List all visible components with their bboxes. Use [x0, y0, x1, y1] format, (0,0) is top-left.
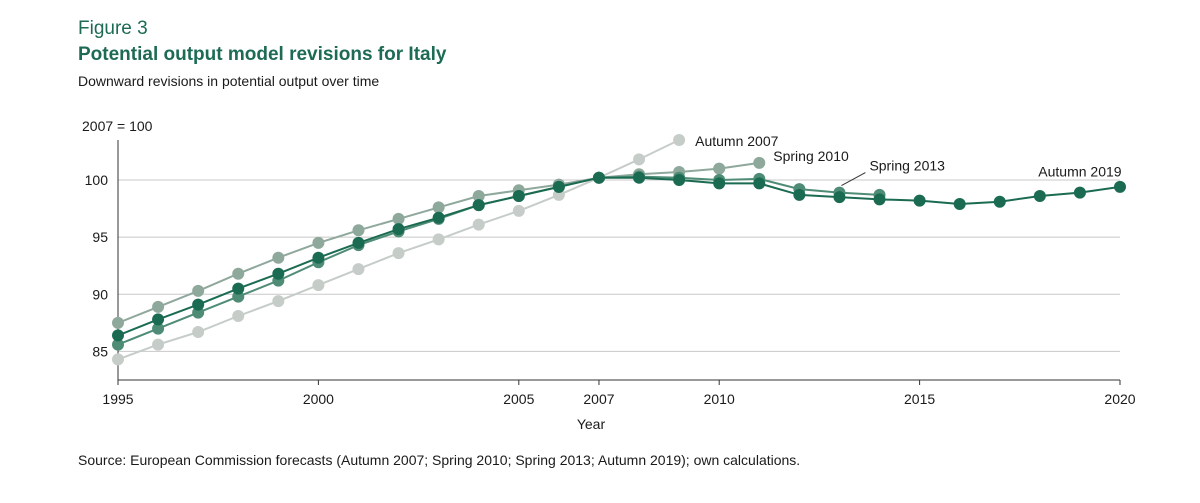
- series-label: Autumn 2007: [695, 133, 778, 149]
- data-point: [592, 171, 605, 184]
- data-point: [352, 236, 365, 249]
- chart-subtitle: Downward revisions in potential output o…: [78, 73, 380, 89]
- data-point: [112, 353, 124, 366]
- data-point: [232, 282, 245, 295]
- y-tick-label: 85: [92, 343, 108, 359]
- data-point: [112, 338, 124, 351]
- data-point: [633, 153, 646, 166]
- data-point: [873, 193, 886, 206]
- series-line: [117, 176, 1121, 337]
- data-point: [272, 267, 285, 280]
- source-note: Source: European Commission forecasts (A…: [78, 452, 801, 468]
- data-point: [232, 267, 245, 280]
- data-point: [833, 191, 846, 204]
- data-point: [312, 279, 325, 292]
- x-tick-label: 2020: [1104, 391, 1135, 407]
- data-point: [432, 211, 445, 224]
- data-point: [152, 313, 165, 326]
- data-point: [713, 162, 726, 175]
- data-point: [192, 326, 205, 338]
- data-point: [472, 199, 485, 212]
- data-point: [753, 177, 766, 190]
- data-point: [192, 298, 205, 311]
- data-point: [1073, 186, 1086, 199]
- data-point: [392, 212, 405, 225]
- data-point: [432, 201, 445, 214]
- data-point: [673, 134, 686, 146]
- data-point: [352, 263, 365, 276]
- series-label: Spring 2010: [773, 148, 849, 164]
- data-point: [152, 322, 165, 335]
- series-label-leader: [841, 172, 866, 187]
- data-point: [272, 295, 285, 308]
- x-tick-label: 1995: [102, 391, 133, 407]
- data-point: [112, 329, 124, 342]
- data-point: [432, 233, 445, 246]
- data-point: [633, 171, 646, 184]
- data-point: [352, 224, 365, 237]
- data-point: [392, 223, 405, 236]
- data-point: [232, 310, 245, 322]
- data-point: [312, 236, 325, 249]
- x-tick-label: 2000: [303, 391, 334, 407]
- data-point: [192, 284, 205, 297]
- data-point: [1114, 180, 1126, 193]
- data-point: [673, 174, 686, 186]
- data-point: [112, 316, 124, 329]
- x-tick-label: 2015: [904, 391, 935, 407]
- data-point: [753, 156, 766, 169]
- x-tick-label: 2005: [503, 391, 534, 407]
- data-point: [152, 338, 165, 351]
- data-point: [512, 190, 525, 202]
- data-point: [472, 190, 485, 202]
- series-label: Spring 2013: [869, 158, 945, 174]
- x-tick-label: 2007: [583, 391, 614, 407]
- data-point: [472, 218, 485, 231]
- data-point: [552, 180, 565, 193]
- data-point: [1033, 190, 1046, 202]
- data-point: [392, 247, 405, 260]
- data-point: [913, 194, 926, 207]
- y-axis-label: 2007 = 100: [82, 118, 153, 134]
- data-point: [953, 198, 966, 210]
- series-label: Autumn 2019: [1038, 164, 1121, 180]
- y-tick-label: 90: [92, 286, 108, 302]
- data-point: [713, 177, 726, 190]
- data-point: [793, 188, 806, 201]
- data-point: [993, 195, 1006, 208]
- chart-title: Potential output model revisions for Ita…: [78, 44, 447, 65]
- data-point: [272, 251, 285, 264]
- data-point: [152, 300, 165, 313]
- data-point: [512, 204, 525, 217]
- x-axis-label: Year: [577, 416, 606, 432]
- y-tick-label: 100: [85, 172, 109, 188]
- y-tick-label: 95: [92, 229, 108, 245]
- figure-label: Figure 3: [78, 18, 148, 39]
- x-tick-label: 2010: [704, 391, 735, 407]
- data-point: [312, 251, 325, 264]
